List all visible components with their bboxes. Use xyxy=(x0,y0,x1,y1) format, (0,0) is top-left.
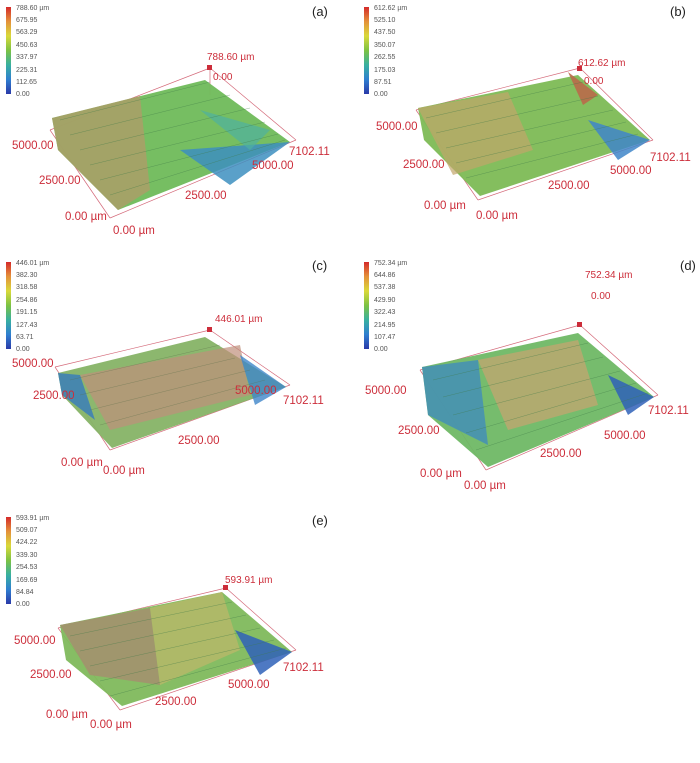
y-axis-label: 2500.00 xyxy=(398,425,440,437)
colorbar xyxy=(6,7,11,94)
x-axis-label: 2500.00 xyxy=(178,435,220,447)
y-axis-label: 0.00 µm xyxy=(424,200,466,212)
y-axis-label: 0.00 µm xyxy=(61,457,103,469)
y-axis-label: 2500.00 xyxy=(39,175,81,187)
x-axis-label: 7102.11 xyxy=(283,662,324,674)
y-axis-label: 0.00 µm xyxy=(46,709,88,721)
x-axis-label: 2500.00 xyxy=(155,696,197,708)
y-axis-label: 5000.00 xyxy=(365,385,407,397)
y-axis-label: 0.00 µm xyxy=(65,211,107,223)
x-axis-label: 7102.11 xyxy=(283,395,324,407)
max-height-label: 788.60 µm xyxy=(207,52,255,63)
x-axis-label: 0.00 µm xyxy=(464,480,506,492)
y-axis-label: 5000.00 xyxy=(376,121,418,133)
x-axis-label: 2500.00 xyxy=(548,180,590,192)
x-axis-label: 7102.11 xyxy=(648,405,689,417)
colorbar xyxy=(364,7,369,94)
zero-label: 0.00 xyxy=(584,76,604,87)
y-axis-label: 2500.00 xyxy=(403,159,445,171)
y-axis-label: 5000.00 xyxy=(12,358,54,370)
colorbar xyxy=(364,262,369,349)
zero-label: 0.00 xyxy=(591,291,611,302)
x-axis-label: 5000.00 xyxy=(235,385,277,397)
x-axis-label: 0.00 µm xyxy=(90,719,132,731)
surface-plot xyxy=(49,65,297,219)
surface-plot xyxy=(57,585,297,711)
y-axis-label: 2500.00 xyxy=(30,669,72,681)
panel-a: (a) 788.60 µm 675.95 563.29 450.63 337.97 225… xyxy=(0,0,340,245)
x-axis-label: 2500.00 xyxy=(540,448,582,460)
panel-label: (c) xyxy=(312,258,328,273)
x-axis-label: 2500.00 xyxy=(185,190,227,202)
panel-label: (b) xyxy=(670,4,686,19)
colorbar xyxy=(6,517,11,604)
surface-plot xyxy=(419,322,659,471)
surface-plot xyxy=(415,66,654,201)
panel-e: (e) 593.91 µm 509.07 424.22 339.30 254.53 169… xyxy=(0,510,340,755)
y-axis-label: 5000.00 xyxy=(12,140,54,152)
max-height-label: 612.62 µm xyxy=(578,58,626,69)
colorbar xyxy=(6,262,11,349)
x-axis-label: 5000.00 xyxy=(252,160,294,172)
y-axis-label: 5000.00 xyxy=(14,635,56,647)
y-axis-label: 2500.00 xyxy=(33,390,75,402)
panel-label: (e) xyxy=(312,513,328,528)
surface-plot xyxy=(54,327,291,451)
max-height-label: 446.01 µm xyxy=(215,314,263,325)
x-axis-label: 5000.00 xyxy=(228,679,270,691)
panel-b: (b) 612.62 µm 525.10 437.50 350.07 262.55 175… xyxy=(358,0,698,245)
x-axis-label: 0.00 µm xyxy=(113,225,155,237)
x-axis-label: 5000.00 xyxy=(604,430,646,442)
panel-label: (a) xyxy=(312,4,328,19)
x-axis-label: 5000.00 xyxy=(610,165,652,177)
x-axis-label: 7102.11 xyxy=(289,146,330,158)
panel-d: (d) 752.34 µm 644.86 537.38 429.90 322.43 214… xyxy=(358,255,698,500)
zero-label: 0.00 xyxy=(213,72,233,83)
x-axis-label: 0.00 µm xyxy=(103,465,145,477)
panel-c: (c) 446.01 µm 382.30 318.58 254.86 191.15 127… xyxy=(0,255,340,500)
x-axis-label: 7102.11 xyxy=(650,152,691,164)
max-height-label: 593.91 µm xyxy=(225,575,273,586)
max-height-label: 752.34 µm xyxy=(585,270,633,281)
x-axis-label: 0.00 µm xyxy=(476,210,518,222)
y-axis-label: 0.00 µm xyxy=(420,468,462,480)
panel-label: (d) xyxy=(680,258,696,273)
